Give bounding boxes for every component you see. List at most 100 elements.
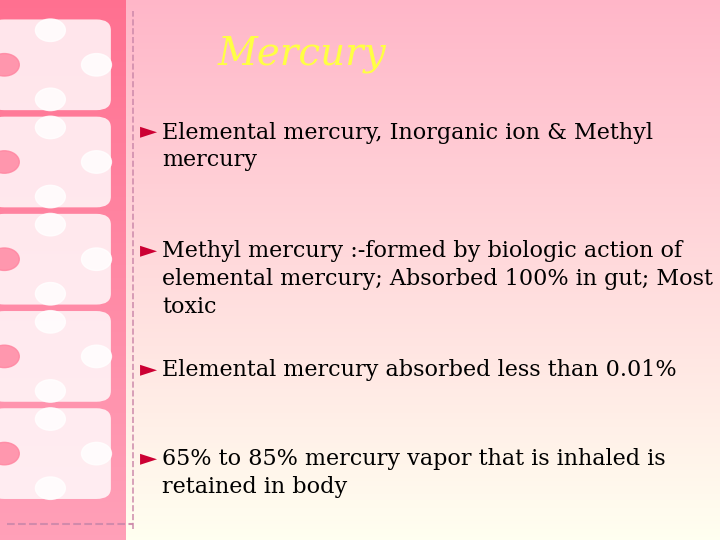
Bar: [0, 135, 126, 138]
Bar: [0, 62, 126, 65]
Bar: [0, 446, 720, 448]
Bar: [0, 335, 720, 338]
Circle shape: [81, 151, 112, 173]
Bar: [0, 240, 720, 243]
Circle shape: [35, 282, 66, 305]
Bar: [0, 3, 720, 5]
Bar: [0, 462, 126, 464]
Bar: [0, 354, 720, 356]
Bar: [0, 500, 126, 502]
Bar: [0, 456, 720, 459]
Bar: [0, 486, 720, 489]
Bar: [0, 429, 126, 432]
Bar: [0, 335, 126, 338]
Bar: [0, 146, 720, 148]
Bar: [0, 300, 720, 302]
Bar: [0, 535, 720, 537]
Bar: [0, 416, 720, 418]
Bar: [0, 424, 126, 427]
Bar: [0, 157, 126, 159]
Bar: [0, 362, 126, 364]
Bar: [0, 256, 126, 259]
Circle shape: [81, 442, 112, 465]
Bar: [0, 340, 126, 343]
Bar: [0, 278, 126, 281]
Bar: [0, 192, 126, 194]
Bar: [0, 475, 126, 478]
Bar: [0, 526, 720, 529]
Text: ►: ►: [140, 240, 158, 260]
Bar: [0, 49, 126, 51]
Circle shape: [81, 53, 112, 76]
Bar: [0, 470, 126, 472]
Bar: [0, 389, 720, 392]
Bar: [0, 505, 720, 508]
Bar: [0, 11, 126, 14]
Bar: [0, 54, 720, 57]
Bar: [0, 81, 720, 84]
Bar: [0, 16, 720, 19]
Bar: [0, 11, 720, 14]
Bar: [0, 286, 720, 289]
Bar: [0, 205, 126, 208]
Bar: [0, 346, 720, 348]
Bar: [0, 138, 720, 140]
Bar: [0, 421, 126, 424]
Bar: [0, 338, 720, 340]
Bar: [0, 402, 720, 405]
Bar: [0, 159, 126, 162]
Bar: [0, 459, 126, 462]
Bar: [0, 68, 720, 70]
Bar: [0, 278, 720, 281]
Bar: [0, 230, 720, 232]
Bar: [0, 494, 126, 497]
Bar: [0, 259, 720, 262]
Bar: [0, 497, 720, 500]
Bar: [0, 381, 720, 383]
Bar: [0, 162, 720, 165]
Bar: [0, 367, 126, 370]
Bar: [0, 319, 720, 321]
Text: Methyl mercury :-formed by biologic action of
elemental mercury; Absorbed 100% i: Methyl mercury :-formed by biologic acti…: [162, 240, 713, 318]
Bar: [0, 200, 126, 202]
Bar: [0, 327, 126, 329]
Bar: [0, 526, 126, 529]
Bar: [0, 262, 720, 265]
Bar: [0, 111, 126, 113]
Bar: [0, 410, 126, 413]
Bar: [0, 302, 126, 305]
Bar: [0, 494, 720, 497]
Bar: [0, 3, 126, 5]
Circle shape: [81, 345, 112, 368]
Bar: [0, 491, 720, 494]
Bar: [0, 370, 126, 373]
Bar: [0, 219, 720, 221]
Circle shape: [35, 310, 66, 333]
Bar: [0, 416, 126, 418]
Bar: [0, 448, 720, 451]
Bar: [0, 354, 126, 356]
Bar: [0, 32, 720, 35]
Bar: [0, 400, 720, 402]
Bar: [0, 316, 126, 319]
Bar: [0, 5, 720, 8]
Bar: [0, 524, 720, 526]
Bar: [0, 254, 126, 256]
Bar: [0, 70, 126, 73]
Bar: [0, 208, 126, 211]
Bar: [0, 502, 126, 505]
Bar: [0, 5, 126, 8]
Bar: [0, 437, 126, 440]
Bar: [0, 227, 720, 229]
Bar: [0, 270, 720, 273]
Bar: [0, 329, 720, 332]
Bar: [0, 467, 720, 470]
Bar: [0, 57, 720, 59]
Bar: [0, 454, 126, 456]
FancyBboxPatch shape: [0, 117, 111, 207]
Bar: [0, 508, 720, 510]
Bar: [0, 421, 720, 424]
Bar: [0, 38, 126, 40]
Bar: [0, 518, 720, 521]
Bar: [0, 267, 720, 270]
